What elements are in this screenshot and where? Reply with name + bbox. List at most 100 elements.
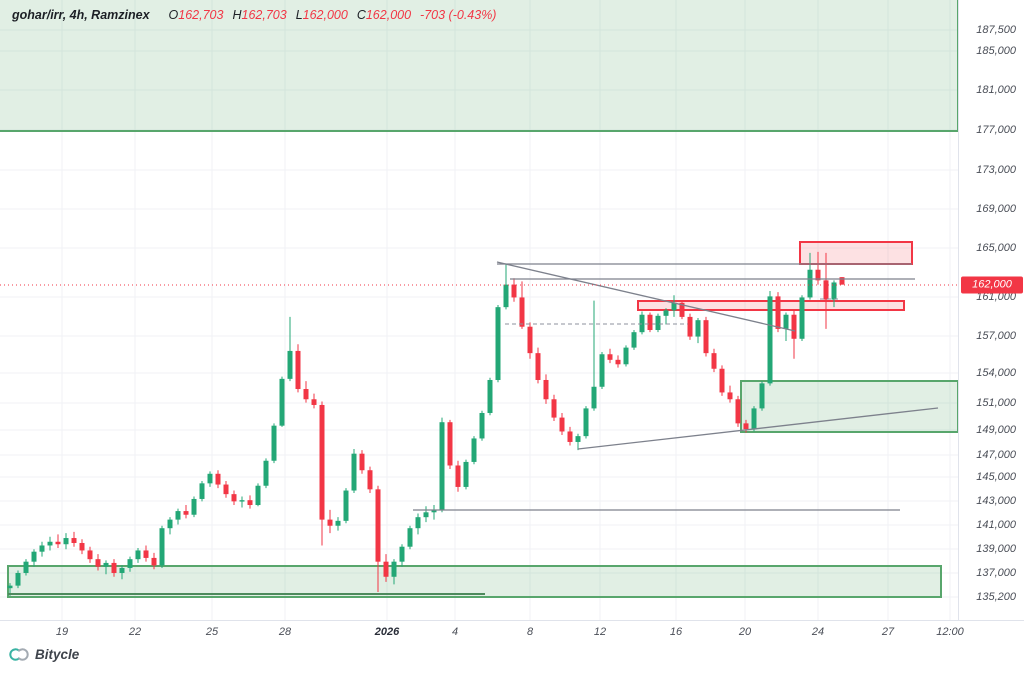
price-axis-label: 154,000 xyxy=(976,367,1016,379)
time-axis-label: 12 xyxy=(593,626,607,638)
time-axis[interactable]: 19 22 25 28 2026 4 8 12 16 20 24 27 12:00 xyxy=(0,620,1024,645)
price-axis-label: 135,200 xyxy=(976,591,1016,603)
price-axis-label: 139,000 xyxy=(976,543,1016,555)
candle xyxy=(719,365,725,396)
candle xyxy=(207,471,213,487)
candle xyxy=(711,348,717,373)
symbol-title[interactable]: gohar/irr, 4h, Ramzinex xyxy=(12,8,150,22)
bitycle-logo-icon xyxy=(9,648,29,661)
candle xyxy=(751,406,757,432)
candle xyxy=(15,570,21,589)
time-axis-label: 24 xyxy=(811,626,825,638)
candle xyxy=(495,304,501,383)
price-axis-label: 157,000 xyxy=(976,330,1016,342)
price-axis-label: 187,500 xyxy=(976,24,1016,36)
candle xyxy=(767,291,773,386)
candle xyxy=(327,509,333,534)
candle xyxy=(223,480,229,498)
candle xyxy=(183,505,189,519)
candle xyxy=(663,308,669,325)
candle xyxy=(95,554,101,571)
candle xyxy=(487,377,493,416)
chart-legend: gohar/irr, 4h, Ramzinex O162,703 H162,703 L… xyxy=(12,8,496,22)
candle xyxy=(31,549,37,567)
time-axis-label: 16 xyxy=(669,626,683,638)
brand-name: Bitycle xyxy=(35,647,80,662)
candle xyxy=(271,423,277,464)
time-axis-label: 12:00 xyxy=(936,626,964,638)
price-axis[interactable]: 187,500 185,000 181,000 177,000 173,000 169,0… xyxy=(958,0,1024,620)
candle xyxy=(543,374,549,404)
candle xyxy=(103,560,109,575)
candle xyxy=(567,426,573,446)
candle xyxy=(727,385,733,403)
candle xyxy=(343,488,349,524)
ohlc-high-label: H xyxy=(232,8,242,22)
candle xyxy=(311,393,317,409)
current-price-label: 162,000 xyxy=(961,276,1023,294)
time-axis-label: 22 xyxy=(128,626,142,638)
candle xyxy=(87,546,93,563)
trendline-ascending[interactable] xyxy=(577,407,939,450)
candle xyxy=(39,541,45,557)
candle xyxy=(367,466,373,493)
candle xyxy=(415,513,421,535)
candle xyxy=(447,419,453,470)
price-axis-label: 149,000 xyxy=(976,424,1016,436)
candle xyxy=(55,534,61,548)
candle xyxy=(799,295,805,341)
candle xyxy=(775,292,781,333)
candle xyxy=(455,460,461,492)
candle xyxy=(759,381,765,411)
candle xyxy=(583,406,589,439)
time-axis-label: 4 xyxy=(451,626,459,638)
candle xyxy=(839,277,845,285)
candle xyxy=(471,436,477,465)
candle xyxy=(143,545,149,562)
candle xyxy=(111,559,117,577)
time-axis-label: 2026 xyxy=(374,626,400,638)
trendline-descending[interactable] xyxy=(496,261,796,332)
candle xyxy=(215,470,221,489)
brand-logo: Bitycle xyxy=(8,647,79,662)
candle xyxy=(791,310,797,359)
candle xyxy=(671,295,677,317)
price-axis-label: 165,000 xyxy=(976,242,1016,254)
price-axis-label: 147,000 xyxy=(976,449,1016,461)
time-axis-label: 28 xyxy=(278,626,292,638)
candle xyxy=(303,381,309,403)
candle xyxy=(247,495,253,509)
candle xyxy=(319,401,325,546)
candle xyxy=(783,312,789,341)
time-axis-label: 27 xyxy=(881,626,895,638)
price-axis-label: 169,000 xyxy=(976,203,1016,215)
candle xyxy=(255,483,261,507)
price-axis-label: 145,000 xyxy=(976,471,1016,483)
candle xyxy=(431,505,437,520)
price-axis-label: 185,000 xyxy=(976,45,1016,57)
candle xyxy=(655,313,661,333)
support-zone-bottom[interactable] xyxy=(7,565,942,598)
candle xyxy=(151,552,157,570)
chart-plot-area[interactable]: gohar/irr, 4h, Ramzinex O162,703 H162,703 L… xyxy=(0,0,958,620)
candle xyxy=(127,556,133,572)
candle xyxy=(687,313,693,340)
supply-box[interactable] xyxy=(799,241,913,265)
ohlc-open-value: 162,703 xyxy=(178,8,224,22)
candle xyxy=(575,433,581,451)
candle xyxy=(623,345,629,367)
time-axis-label: 8 xyxy=(526,626,534,638)
candle xyxy=(423,506,429,523)
candle xyxy=(159,525,165,568)
candle xyxy=(647,312,653,333)
candle xyxy=(295,344,301,393)
candle xyxy=(591,300,597,411)
price-axis-label: 143,000 xyxy=(976,495,1016,507)
candle xyxy=(71,531,77,547)
supply-zone-top[interactable] xyxy=(0,0,958,132)
candle xyxy=(559,412,565,435)
candle xyxy=(239,496,245,508)
candle xyxy=(503,264,509,310)
demand-zone-mid[interactable] xyxy=(740,380,958,433)
change-value: -703 (-0.43%) xyxy=(420,8,497,22)
